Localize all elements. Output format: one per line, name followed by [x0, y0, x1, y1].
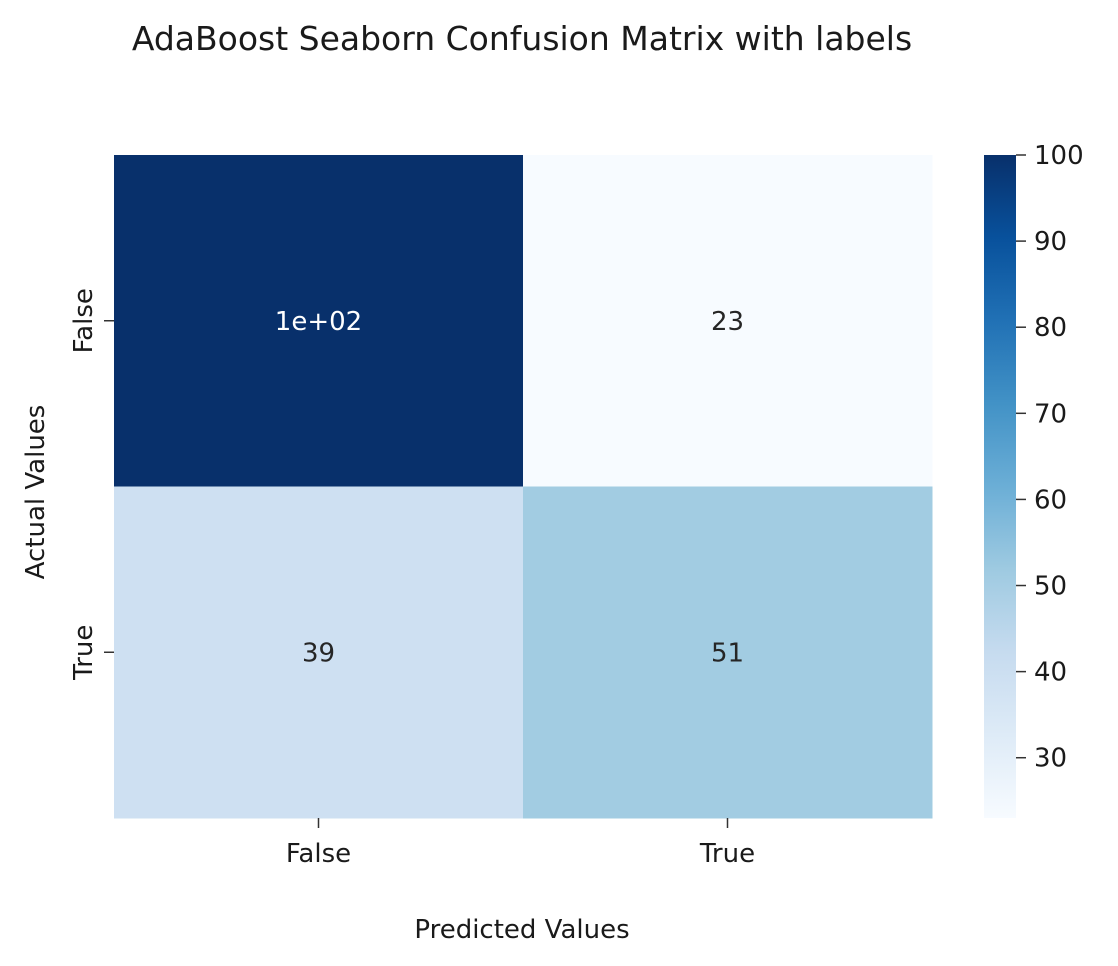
- colorbar-tick-label: 40: [1034, 658, 1067, 688]
- x-tick-label: True: [699, 839, 755, 869]
- heatmap-cell: [523, 486, 933, 819]
- cell-value-label: 39: [302, 638, 335, 668]
- cell-value-label: 51: [711, 638, 744, 668]
- y-axis-label: Actual Values: [21, 405, 51, 580]
- cell-value-label: 1e+02: [275, 307, 362, 337]
- y-tick-label: False: [69, 288, 99, 353]
- heatmap-cell: [114, 155, 524, 487]
- colorbar-tick-label: 50: [1034, 572, 1067, 602]
- cell-value-label: 23: [711, 307, 744, 337]
- colorbar-tick-label: 70: [1034, 399, 1067, 429]
- heatmap-cell: [523, 155, 933, 487]
- colorbar-tick-label: 80: [1034, 313, 1067, 343]
- chart-title: AdaBoost Seaborn Confusion Matrix with l…: [132, 19, 912, 58]
- colorbar-tick-label: 60: [1034, 485, 1067, 515]
- y-axis-ticks: False True: [69, 288, 114, 681]
- colorbar-tick-label: 30: [1034, 744, 1067, 774]
- y-tick-label: True: [69, 625, 99, 681]
- colorbar-ticks: 30 40 50 60 70 80 90 100: [1016, 141, 1084, 774]
- colorbar: [984, 155, 1016, 818]
- x-tick-label: False: [286, 839, 351, 869]
- colorbar-tick-label: 100: [1034, 141, 1084, 171]
- colorbar-tick-label: 90: [1034, 227, 1067, 257]
- x-axis-ticks: False True: [286, 818, 755, 869]
- x-axis-label: Predicted Values: [414, 915, 629, 945]
- heatmap-cell: [114, 486, 524, 819]
- heatmap-cells: 1e+02 23 39 51: [114, 155, 933, 819]
